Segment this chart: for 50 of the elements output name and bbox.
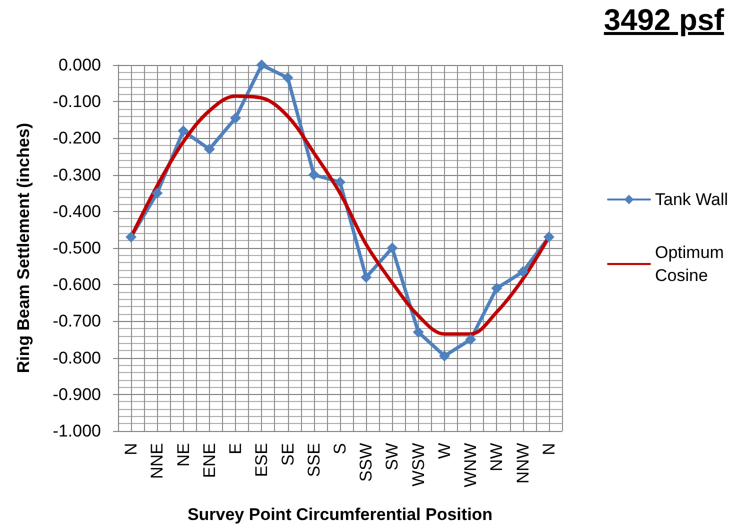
x-tick-label: NE	[174, 443, 193, 467]
point	[491, 282, 502, 294]
point	[126, 232, 137, 243]
point	[334, 176, 346, 188]
x-tick-label: W	[434, 443, 454, 460]
y-tick-label: -0.500	[52, 238, 101, 258]
y-tick-label: -1.000	[52, 422, 101, 440]
y-tick-label: -0.400	[52, 202, 101, 221]
point	[152, 188, 163, 199]
y-tick-label: -0.900	[52, 384, 101, 404]
point	[360, 272, 372, 283]
x-tick-label: NNE	[148, 443, 167, 479]
x-tick-label: NW	[487, 443, 506, 472]
point	[256, 60, 268, 70]
point	[204, 144, 215, 155]
point	[386, 242, 398, 254]
x-tick-label: E	[226, 443, 246, 454]
x-tick-label: NNW	[513, 443, 532, 484]
y-tick-label: 0.000	[58, 56, 101, 74]
x-tick-label: ENE	[200, 443, 219, 478]
y-tick-label: -0.200	[52, 128, 101, 148]
point	[465, 334, 476, 345]
x-tick-label: N	[122, 443, 141, 456]
x-tick-label: SSE	[304, 443, 324, 478]
point	[438, 350, 450, 362]
y-axis-title: Ring Beam Settlement (inches)	[14, 122, 33, 374]
x-tick-label: WNW	[461, 443, 480, 488]
x-tick-label: SE	[278, 443, 298, 466]
x-tick-label: SSW	[356, 443, 376, 482]
point	[308, 169, 320, 180]
x-tick-label: SW	[382, 443, 402, 470]
point	[543, 232, 554, 243]
legend-label: Tank Wall	[655, 190, 728, 209]
x-tick-label: ESE	[252, 443, 272, 478]
x-tick-label: S	[330, 443, 350, 454]
x-tick-label: N	[539, 443, 558, 456]
point	[230, 112, 242, 124]
x-axis-title: Survey Point Circumferential Position	[187, 505, 493, 524]
point	[517, 266, 528, 278]
y-tick-label: -0.300	[52, 165, 101, 184]
y-tick-label: -0.600	[52, 275, 101, 294]
y-tick-label: -0.800	[52, 348, 101, 368]
point	[412, 326, 424, 338]
legend-label: Optimum Cosine	[655, 243, 729, 285]
text: 3492 psf	[604, 4, 724, 38]
y-tick-label: -0.700	[52, 312, 101, 331]
x-tick-label: WSW	[408, 443, 428, 486]
point	[178, 125, 189, 136]
point	[282, 72, 294, 84]
y-tick-label: -0.100	[52, 92, 101, 112]
